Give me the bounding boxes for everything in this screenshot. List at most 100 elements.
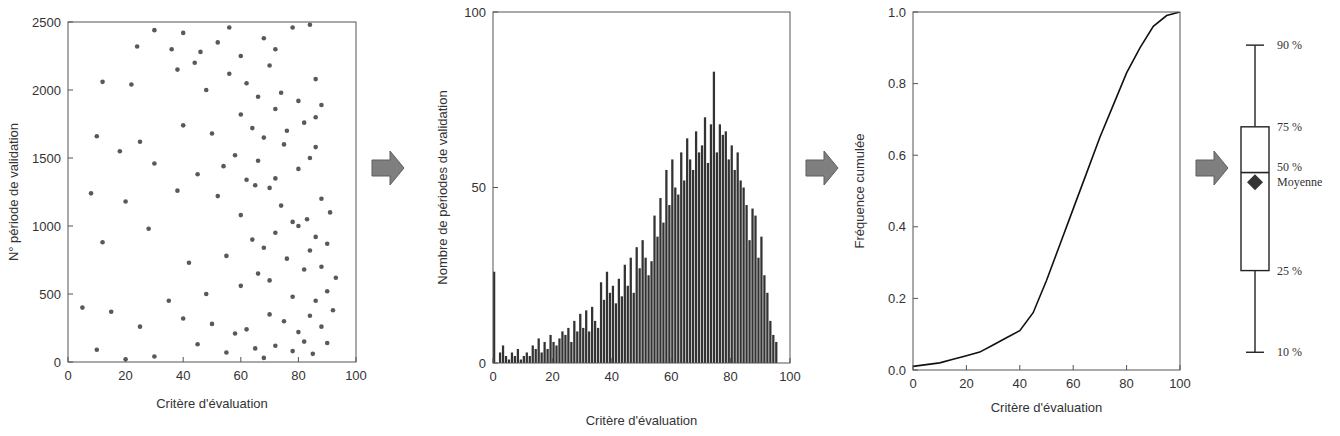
point: [152, 28, 157, 33]
point: [244, 81, 249, 86]
point: [273, 343, 278, 348]
bar: [600, 282, 602, 363]
y-tick-label: 2500: [32, 15, 61, 30]
bar: [612, 286, 614, 363]
point: [319, 265, 324, 270]
point: [279, 90, 284, 95]
y-axis-label: Nombre de périodes de validation: [435, 90, 450, 284]
point: [135, 44, 140, 49]
bar: [653, 216, 655, 363]
bar: [769, 321, 771, 363]
bar: [650, 261, 652, 363]
point: [296, 167, 301, 172]
point: [262, 135, 267, 140]
point: [296, 99, 301, 104]
bar: [597, 328, 599, 363]
percentile-label: 50 %: [1277, 160, 1302, 174]
percentile-label: 75 %: [1277, 120, 1302, 134]
point: [296, 330, 301, 335]
percentile-label: 25 %: [1277, 264, 1302, 278]
x-tick-label: 40: [605, 369, 619, 384]
point: [233, 331, 238, 336]
bar: [508, 359, 510, 363]
point: [290, 349, 295, 354]
point: [80, 305, 85, 310]
y-tick-label: 50: [472, 180, 486, 195]
point: [267, 278, 272, 283]
point: [244, 177, 249, 182]
bar: [517, 349, 519, 363]
point: [181, 123, 186, 128]
bar: [742, 188, 744, 364]
bar: [570, 342, 572, 363]
point: [224, 350, 229, 355]
upper-whisker: [1254, 45, 1255, 127]
y-tick: [913, 298, 918, 299]
bar: [760, 237, 762, 363]
bar: [505, 356, 507, 363]
bar: [555, 345, 557, 363]
x-tick-label: 100: [1169, 376, 1191, 391]
point: [239, 213, 244, 218]
x-tick: [790, 358, 791, 363]
point: [285, 256, 290, 261]
x-tick: [671, 358, 672, 363]
point: [313, 235, 318, 240]
y-tick: [493, 187, 498, 188]
bar: [639, 268, 641, 363]
point: [123, 357, 128, 362]
bar: [740, 180, 742, 363]
x-tick: [730, 358, 731, 363]
point: [95, 347, 100, 352]
point: [250, 237, 255, 242]
bar: [591, 307, 593, 363]
y-tick: [68, 362, 73, 363]
y-tick-label: 0.4: [888, 219, 906, 234]
point: [282, 319, 287, 324]
bar: [671, 159, 673, 363]
bar: [748, 240, 750, 363]
point: [210, 131, 215, 136]
point: [175, 188, 180, 193]
flow-arrow: [372, 151, 404, 185]
bar: [659, 198, 661, 363]
x-tick-label: 80: [723, 369, 737, 384]
bar: [757, 258, 759, 363]
point: [279, 203, 284, 208]
bar: [567, 328, 569, 363]
point: [169, 47, 174, 52]
plot-area: [493, 72, 777, 363]
bar: [674, 188, 676, 364]
point: [302, 267, 307, 272]
point: [313, 77, 318, 82]
mean-label: Moyenne: [1277, 175, 1322, 189]
x-tick: [1126, 365, 1127, 370]
bar: [523, 356, 525, 363]
x-tick: [913, 365, 914, 370]
bar: [615, 303, 617, 363]
bar: [520, 359, 522, 363]
y-tick: [913, 370, 918, 371]
point: [319, 197, 324, 202]
point: [253, 346, 258, 351]
point: [308, 22, 313, 27]
x-axis-label: Critère d'évaluation: [586, 413, 698, 428]
point: [167, 299, 172, 304]
bar: [763, 275, 765, 363]
point: [325, 289, 330, 294]
point: [187, 260, 192, 265]
bar: [713, 72, 715, 363]
bar: [668, 205, 670, 363]
point: [192, 61, 197, 66]
plot-area: [80, 22, 338, 361]
point: [325, 341, 330, 346]
point: [100, 80, 105, 85]
box: [1241, 127, 1269, 271]
bar: [549, 335, 551, 363]
bar: [704, 117, 706, 363]
point: [204, 88, 209, 93]
point: [305, 217, 310, 222]
point: [204, 292, 209, 297]
point: [262, 36, 267, 41]
point: [175, 67, 180, 72]
